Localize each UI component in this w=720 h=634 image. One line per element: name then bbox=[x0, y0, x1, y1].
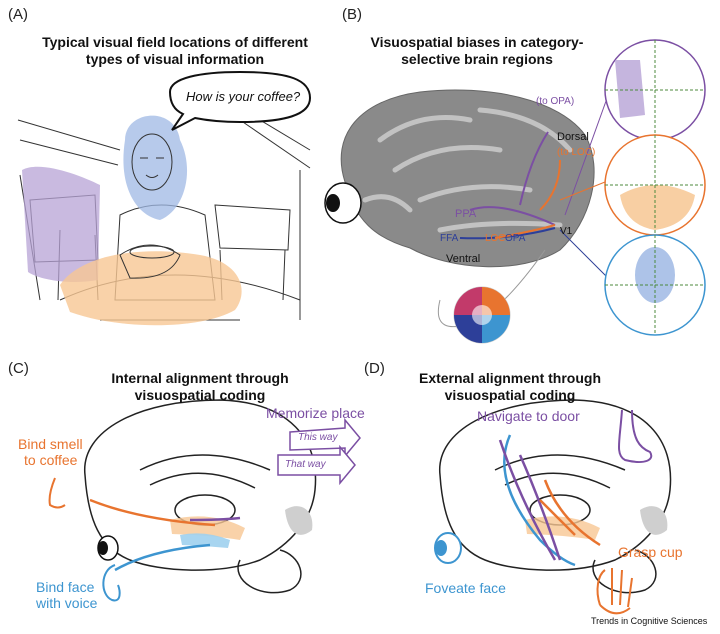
panel-d-title-line2: visuospatial coding bbox=[444, 387, 576, 403]
place-region-purple bbox=[22, 166, 100, 283]
panel-c-title-line2: visuospatial coding bbox=[134, 387, 266, 403]
navigate-door-label: Navigate to door bbox=[477, 408, 580, 424]
panel-c-label: (C) bbox=[8, 360, 29, 377]
panel-c-ffa-shade bbox=[180, 533, 230, 548]
panel-d-eye-icon bbox=[434, 532, 462, 564]
foot-icon bbox=[618, 409, 653, 463]
visual-field-inset-top bbox=[604, 39, 706, 141]
grasp-cup-label: Grasp cup bbox=[618, 544, 683, 560]
panel-d-title: External alignment through visuospatial … bbox=[395, 370, 625, 404]
face-region-blue bbox=[123, 115, 188, 220]
to-loc-label: (to LOC) bbox=[557, 147, 596, 158]
to-opa-label: (to OPA) bbox=[536, 96, 575, 107]
panel-a-title: Typical visual field locations of differ… bbox=[20, 34, 330, 68]
panel-a-title-line1: Typical visual field locations of differ… bbox=[42, 34, 308, 50]
bind-face-line2: with voice bbox=[36, 595, 98, 611]
journal-credit: Trends in Cognitive Sciences bbox=[591, 616, 708, 626]
ventral-label: Ventral bbox=[446, 253, 481, 265]
this-way-sign bbox=[289, 417, 361, 459]
panel-d-brain bbox=[439, 399, 672, 594]
panel-c-title-line1: Internal alignment through bbox=[111, 370, 289, 386]
ear-icon bbox=[102, 564, 121, 602]
hand-icon bbox=[596, 568, 633, 615]
bind-smell-label: Bind smell to coffee bbox=[18, 436, 83, 468]
dorsal-label: Dorsal bbox=[557, 131, 589, 143]
panel-a-label: (A) bbox=[8, 6, 28, 23]
panel-d-arrows bbox=[498, 434, 601, 567]
panel-d-label: (D) bbox=[364, 360, 385, 377]
panel-c-title: Internal alignment through visuospatial … bbox=[100, 370, 300, 404]
memorize-place-label: Memorize place bbox=[266, 405, 365, 421]
speech-text: How is your coffee? bbox=[186, 89, 301, 104]
speech-bubble bbox=[168, 70, 312, 131]
opa-label: OPA bbox=[505, 233, 526, 244]
visual-field-inset-bottom bbox=[604, 234, 706, 336]
that-way-sign bbox=[277, 444, 356, 486]
that-way-label: That way bbox=[285, 459, 326, 470]
panel-b-pathways bbox=[438, 89, 611, 328]
bind-smell-line2: to coffee bbox=[24, 452, 78, 468]
bind-smell-line1: Bind smell bbox=[18, 436, 83, 452]
eye-icon bbox=[324, 182, 362, 224]
foveate-face-label: Foveate face bbox=[425, 580, 506, 596]
cortex-surface bbox=[340, 89, 595, 268]
bind-face-label: Bind face with voice bbox=[36, 579, 97, 611]
panel-b-title-line1: Visuospatial biases in category- bbox=[370, 34, 584, 50]
loc-label: LOC bbox=[485, 233, 506, 244]
panel-c-arrows bbox=[89, 498, 241, 572]
panel-b-title: Visuospatial biases in category- selecti… bbox=[352, 34, 602, 68]
panel-c-cerebellum-shade bbox=[285, 506, 313, 535]
panel-b-title-line2: selective brain regions bbox=[401, 51, 553, 67]
color-wheel-legend bbox=[453, 286, 511, 344]
person-face-sketch bbox=[119, 133, 181, 279]
panel-d-cerebellum-shade bbox=[640, 506, 668, 535]
panel-d-title-line1: External alignment through bbox=[418, 370, 601, 386]
bind-face-line1: Bind face bbox=[36, 579, 95, 595]
this-way-label: This way bbox=[298, 432, 338, 443]
panel-c-eye-icon bbox=[97, 535, 119, 561]
ppa-label: PPA bbox=[455, 208, 477, 220]
panel-b-label: (B) bbox=[342, 6, 362, 23]
panel-a-title-line2: types of visual information bbox=[85, 51, 265, 67]
panel-c-brain bbox=[84, 399, 317, 594]
panel-d-ventral-shade bbox=[525, 516, 600, 540]
nose-icon bbox=[48, 477, 66, 509]
visual-field-inset-middle bbox=[604, 134, 706, 236]
v1-label: V1 bbox=[560, 226, 573, 237]
ffa-label: FFA bbox=[440, 233, 459, 244]
cortex-sulci bbox=[362, 107, 573, 233]
object-region-orange bbox=[60, 251, 242, 326]
